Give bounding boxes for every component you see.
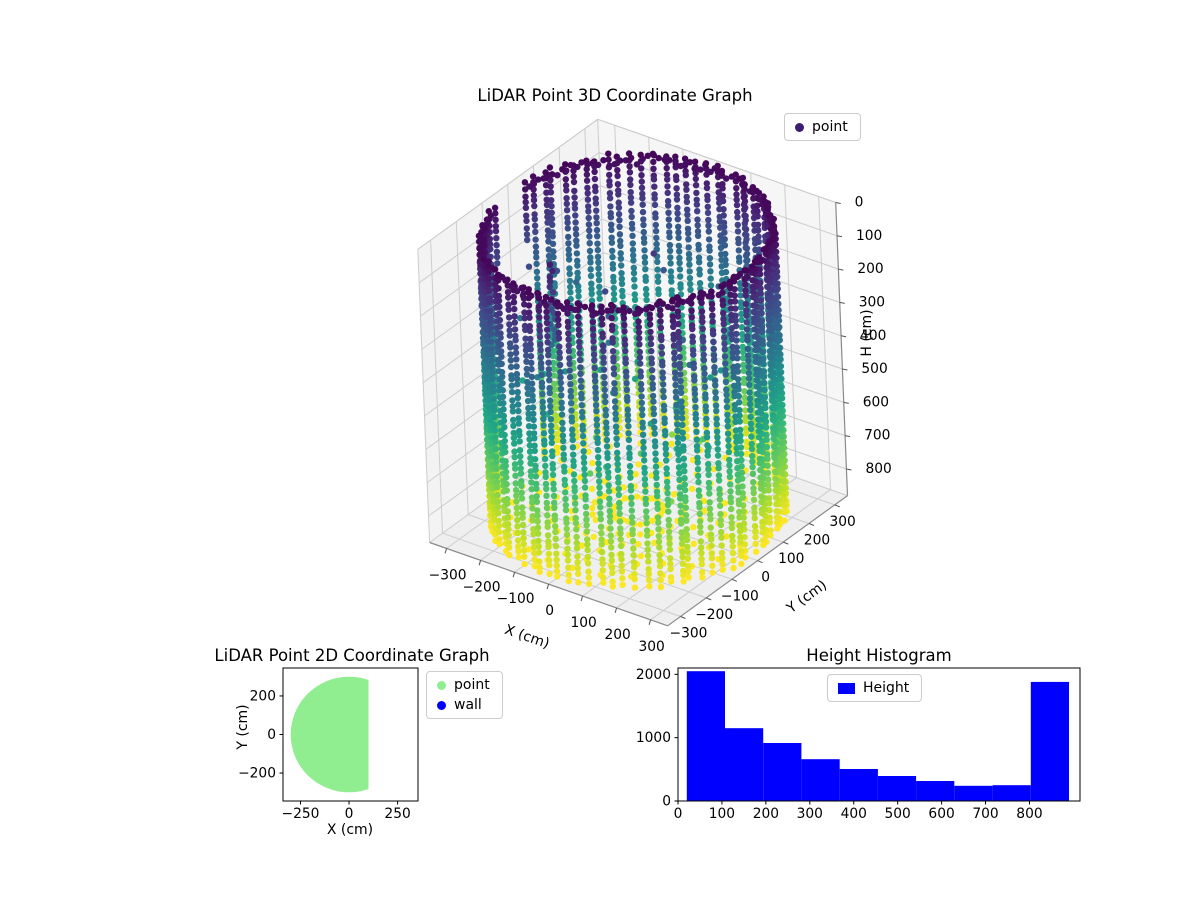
plot3d-z-axis-label: H (cm) [859, 309, 875, 357]
svg-text:600: 600 [863, 394, 889, 410]
legend-item-height: Height [838, 680, 909, 696]
svg-text:300: 300 [797, 806, 823, 822]
svg-text:200: 200 [857, 261, 883, 277]
svg-text:0: 0 [345, 806, 354, 822]
svg-text:−250: −250 [282, 806, 320, 822]
svg-text:200: 200 [753, 806, 779, 822]
bar-swatch-icon [838, 682, 855, 694]
wall-marker-icon [437, 700, 446, 710]
svg-text:300: 300 [830, 514, 856, 530]
svg-text:0: 0 [545, 603, 554, 619]
svg-text:700: 700 [972, 806, 998, 822]
scatter-point-marker-icon [795, 122, 804, 132]
plot2d-title: LiDAR Point 2D Coordinate Graph [214, 646, 490, 665]
svg-text:100: 100 [856, 228, 882, 244]
legend-item-wall: wall [437, 697, 490, 713]
svg-text:600: 600 [928, 806, 954, 822]
legend-item-label: wall [454, 697, 482, 713]
histogram-title: Height Histogram [806, 646, 952, 665]
plot3d-title: LiDAR Point 3D Coordinate Graph [477, 86, 753, 105]
plot2d-x-axis-label: X (cm) [326, 822, 374, 838]
svg-text:200: 200 [604, 627, 630, 643]
svg-text:300: 300 [859, 294, 885, 310]
svg-text:−300: −300 [670, 625, 708, 641]
svg-text:−300: −300 [429, 567, 467, 583]
svg-text:200: 200 [804, 532, 830, 548]
plot2d-legend: point wall [426, 671, 503, 719]
plot2d-area: −250 0 250 −200 0 200 [238, 667, 419, 822]
plot2d-y-axis-label: Y (cm) [235, 704, 251, 750]
svg-text:0: 0 [855, 195, 864, 211]
svg-text:200: 200 [250, 688, 276, 704]
svg-text:0: 0 [662, 794, 671, 810]
point-marker-icon [437, 680, 446, 690]
svg-text:−100: −100 [721, 588, 759, 604]
svg-text:100: 100 [709, 806, 735, 822]
plot3d-area: −300−200−1000100200300−300−200−100010020… [417, 118, 892, 655]
svg-text:800: 800 [865, 461, 891, 477]
plot3d-legend: point [784, 113, 861, 141]
legend-item-label: Height [863, 680, 910, 696]
svg-text:−200: −200 [463, 579, 501, 595]
svg-text:400: 400 [841, 806, 867, 822]
legend-item-label: point [812, 119, 848, 135]
legend-item-point: point [437, 677, 490, 693]
legend-item-label: point [454, 677, 490, 693]
svg-text:800: 800 [1016, 806, 1042, 822]
svg-text:−200: −200 [695, 607, 733, 623]
svg-text:500: 500 [861, 361, 887, 377]
svg-text:2000: 2000 [636, 667, 671, 683]
svg-text:500: 500 [885, 806, 911, 822]
svg-text:−100: −100 [497, 591, 535, 607]
svg-text:1000: 1000 [636, 730, 671, 746]
svg-text:250: 250 [384, 806, 410, 822]
svg-text:400: 400 [860, 328, 886, 344]
histogram-legend: Height [827, 674, 923, 702]
plot3d-points [475, 150, 790, 591]
svg-text:100: 100 [778, 551, 804, 567]
svg-text:100: 100 [570, 615, 596, 631]
svg-text:700: 700 [864, 428, 890, 444]
svg-text:0: 0 [761, 570, 770, 586]
svg-text:0: 0 [267, 727, 276, 743]
svg-text:300: 300 [638, 639, 664, 655]
legend-item-point: point [795, 119, 848, 135]
svg-text:−200: −200 [238, 766, 276, 782]
svg-text:0: 0 [674, 806, 683, 822]
